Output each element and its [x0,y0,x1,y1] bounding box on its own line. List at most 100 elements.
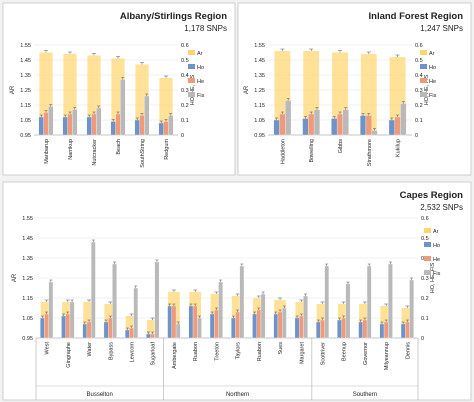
bar-Fis [409,279,414,339]
legend-label: Ar [197,51,203,57]
bar-Fis [48,281,54,339]
category-label: Treeton [214,342,220,361]
category-label: Dennis [405,342,411,359]
bar-Ho [40,317,45,339]
left-tick-label: 1.05 [22,316,33,322]
left-tick-label: 1.45 [20,58,31,64]
category-label: Milyeannup [384,342,390,370]
bar-He [365,115,372,136]
bar-Ho [337,319,342,339]
bar-Ho [134,119,140,136]
y-axis-label-right: HO, HE, FIS [424,74,430,105]
y-axis-label-left: AR [244,85,250,94]
chart-title: Albany/Stirlings Region [120,11,227,22]
legend-swatch-Ar [420,50,427,55]
bar-Fis [282,307,287,339]
bar-Ho [146,333,151,339]
bar-Ho [360,115,367,136]
category-label: Redgum [164,139,170,160]
bar-Ho [358,321,363,339]
y-axis-label-right: HO, HE, FIS [190,74,196,105]
category-label: Sues [278,342,284,355]
bar-Ho [188,305,194,339]
bar-Fis [313,109,320,136]
bar-He [91,113,97,136]
right-tick-label: 0.4 [415,73,423,79]
category-label: SouthString [140,139,146,168]
bar-Fis [371,130,378,136]
left-tick-label: 1.15 [20,103,31,109]
bar-Ho [388,119,395,136]
group-label: Busselton [86,392,112,398]
bar-Ho [252,313,257,339]
left-tick-label: 1.45 [22,236,33,242]
bar-Fis [303,295,308,339]
bar-Fis [388,263,393,339]
bar-He [299,315,304,339]
legend-label: Ho [433,243,440,249]
left-tick-label: 1.55 [22,216,33,222]
bar-He [65,313,71,339]
category-label: Beenup [342,342,348,361]
category-label: Gingraphe [66,342,72,368]
bar-Ho [62,116,68,136]
chart-panel-0: Albany/Stirlings Region 1,178 SNPs 0.95 1.0… [2,2,236,176]
bar-Ho [110,121,116,136]
bar-Ho [167,305,172,339]
bar-Fis [48,106,54,136]
bar-Fis [400,103,407,136]
bar-Fis [260,293,266,339]
bar-He [362,319,368,339]
chart-panel-2: Capes Region 2,532 SNPs 0.95 1.05 1.15 1.25 1.… [2,181,472,401]
bar-He [43,112,49,136]
y-axis-label-left: AR [12,273,18,282]
right-tick-label: 0.2 [415,103,423,109]
bar-Fis [342,109,349,136]
bar-Fis [144,95,150,136]
bar-He [308,113,315,136]
bar-He [279,113,286,136]
bar-Ho [379,323,385,339]
left-tick-label: 0.95 [254,133,265,139]
right-tick-label: 0 [415,133,418,139]
y-axis-label-left: AR [10,85,16,94]
left-tick-label: 1.25 [22,276,33,282]
right-tick-label: 0.2 [181,103,189,109]
category-label: Strathmore [367,139,373,166]
bar-Ho [86,116,92,136]
right-tick-label: 0 [181,133,184,139]
bar-He [277,311,283,339]
right-tick-label: 0.3 [415,88,423,94]
legend-swatch-He [420,78,427,83]
left-tick-label: 0.95 [22,336,33,342]
bar-Ho [400,323,406,339]
chart-subtitle: 1,247 SNPs [420,24,463,33]
bar-He [405,321,410,339]
right-tick-label: 0.5 [415,58,423,64]
bar-Fis [133,287,139,339]
left-tick-label: 1.05 [254,118,265,124]
left-tick-label: 0.95 [20,133,31,139]
category-label: Taylors [236,342,242,360]
category-label: Nutcracker [92,139,98,166]
right-tick-label: 0.1 [415,118,423,124]
bar-He [256,309,262,339]
category-label: Haddleton [280,139,286,164]
bar-Ho [124,329,130,339]
category-label: Beach [116,139,122,155]
bar-Fis [175,323,181,339]
bar-He [171,305,177,339]
left-tick-label: 1.25 [254,88,265,94]
right-tick-label: 0.6 [181,43,189,49]
bar-He [115,113,121,136]
bar-Ho [38,116,44,136]
bar-Fis [72,109,78,136]
bar-He [235,311,240,339]
left-tick-label: 1.35 [22,256,33,262]
legend-label: He [197,79,204,85]
left-tick-label: 1.35 [20,73,31,79]
category-label: Ruabon [257,342,263,361]
left-tick-label: 1.15 [22,296,33,302]
